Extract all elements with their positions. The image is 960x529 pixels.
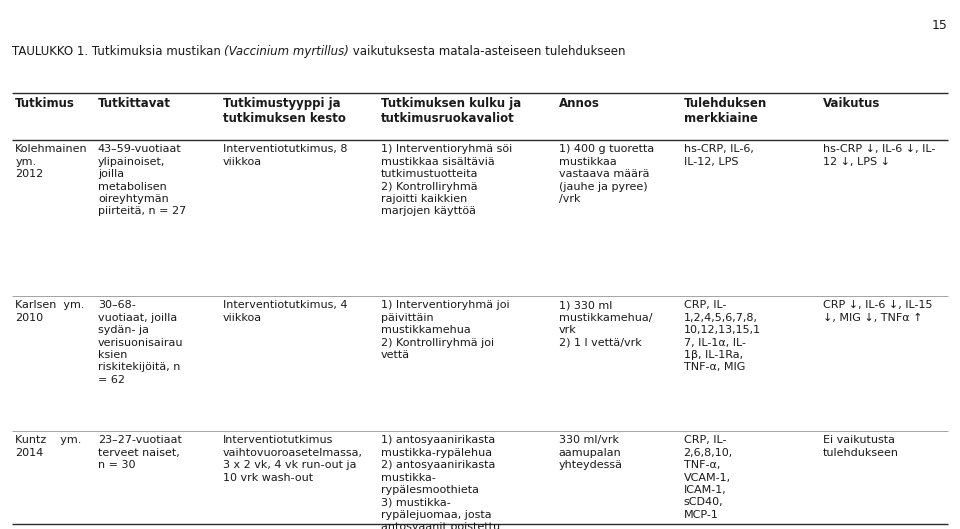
Text: hs-CRP ↓, IL-6 ↓, IL-
12 ↓, LPS ↓: hs-CRP ↓, IL-6 ↓, IL- 12 ↓, LPS ↓ [823, 144, 935, 167]
Text: Tulehduksen
merkkiaine: Tulehduksen merkkiaine [684, 97, 767, 125]
Text: Tutkimustyyppi ja
tutkimuksen kesto: Tutkimustyyppi ja tutkimuksen kesto [223, 97, 346, 125]
Text: Karlsen  ym.
2010: Karlsen ym. 2010 [15, 300, 84, 323]
Text: (Vaccinium myrtillus): (Vaccinium myrtillus) [224, 45, 349, 58]
Text: 1) 330 ml
mustikkamehua/
vrk
2) 1 l vettä/vrk: 1) 330 ml mustikkamehua/ vrk 2) 1 l vett… [559, 300, 652, 348]
Text: 30–68-
vuotiaat, joilla
sydän- ja
verisuonisairau
ksien
riskitekijöitä, n
= 62: 30–68- vuotiaat, joilla sydän- ja verisu… [98, 300, 183, 385]
Text: vaikutuksesta matala-asteiseen tulehdukseen: vaikutuksesta matala-asteiseen tulehduks… [349, 45, 626, 58]
Text: CRP, IL-
2,6,8,10,
TNF-α,
VCAM-1,
ICAM-1,
sCD40,
MCP-1: CRP, IL- 2,6,8,10, TNF-α, VCAM-1, ICAM-1… [684, 435, 732, 520]
Text: hs-CRP, IL-6,
IL-12, LPS: hs-CRP, IL-6, IL-12, LPS [684, 144, 754, 167]
Text: 1) Interventioryhmä joi
päivittäin
mustikkamehua
2) Kontrolliryhmä joi
vettä: 1) Interventioryhmä joi päivittäin musti… [381, 300, 510, 360]
Text: CRP, IL-
1,2,4,5,6,7,8,
10,12,13,15,1
7, IL-1α, IL-
1β, IL-1Ra,
TNF-α, MIG: CRP, IL- 1,2,4,5,6,7,8, 10,12,13,15,1 7,… [684, 300, 760, 372]
Text: 1) Interventioryhmä söi
mustikkaa sisältäviä
tutkimustuotteita
2) Kontrolliryhmä: 1) Interventioryhmä söi mustikkaa sisält… [381, 144, 513, 216]
Text: Tutkimus: Tutkimus [15, 97, 75, 110]
Text: CRP ↓, IL-6 ↓, IL-15
↓, MIG ↓, TNFα ↑: CRP ↓, IL-6 ↓, IL-15 ↓, MIG ↓, TNFα ↑ [823, 300, 932, 323]
Text: 1) antosyaanirikasta
mustikka-rypälehua
2) antosyaanirikasta
mustikka-
rypälesmo: 1) antosyaanirikasta mustikka-rypälehua … [381, 435, 500, 529]
Text: 23–27-vuotiaat
terveet naiset,
n = 30: 23–27-vuotiaat terveet naiset, n = 30 [98, 435, 181, 470]
Text: Interventiotutkimus
vaihtovuoroasetelmassa,
3 x 2 vk, 4 vk run-out ja
10 vrk was: Interventiotutkimus vaihtovuoroasetelmas… [223, 435, 363, 482]
Text: 1) 400 g tuoretta
mustikkaa
vastaava määrä
(jauhe ja pyree)
/vrk: 1) 400 g tuoretta mustikkaa vastaava mää… [559, 144, 654, 204]
Text: Ei vaikutusta
tulehdukseen: Ei vaikutusta tulehdukseen [823, 435, 899, 458]
Text: 43–59-vuotiaat
ylipainoiset,
joilla
metabolisen
oireyhtymän
piirteitä, n = 27: 43–59-vuotiaat ylipainoiset, joilla meta… [98, 144, 186, 216]
Text: Interventiotutkimus, 8
viikkoa: Interventiotutkimus, 8 viikkoa [223, 144, 348, 167]
Text: Kuntz    ym.
2014: Kuntz ym. 2014 [15, 435, 82, 458]
Text: Kolehmainen
ym.
2012: Kolehmainen ym. 2012 [15, 144, 88, 179]
Text: 330 ml/vrk
aamupalan
yhteydessä: 330 ml/vrk aamupalan yhteydessä [559, 435, 623, 470]
Text: Tutkittavat: Tutkittavat [98, 97, 171, 110]
Text: Interventiotutkimus, 4
viikkoa: Interventiotutkimus, 4 viikkoa [223, 300, 348, 323]
Text: Vaikutus: Vaikutus [823, 97, 880, 110]
Text: Annos: Annos [559, 97, 600, 110]
Text: Tutkimuksen kulku ja
tutkimusruokavaliot: Tutkimuksen kulku ja tutkimusruokavaliot [381, 97, 521, 125]
Text: 15: 15 [931, 19, 948, 32]
Text: TAULUKKO 1. Tutkimuksia mustikan: TAULUKKO 1. Tutkimuksia mustikan [12, 45, 224, 58]
